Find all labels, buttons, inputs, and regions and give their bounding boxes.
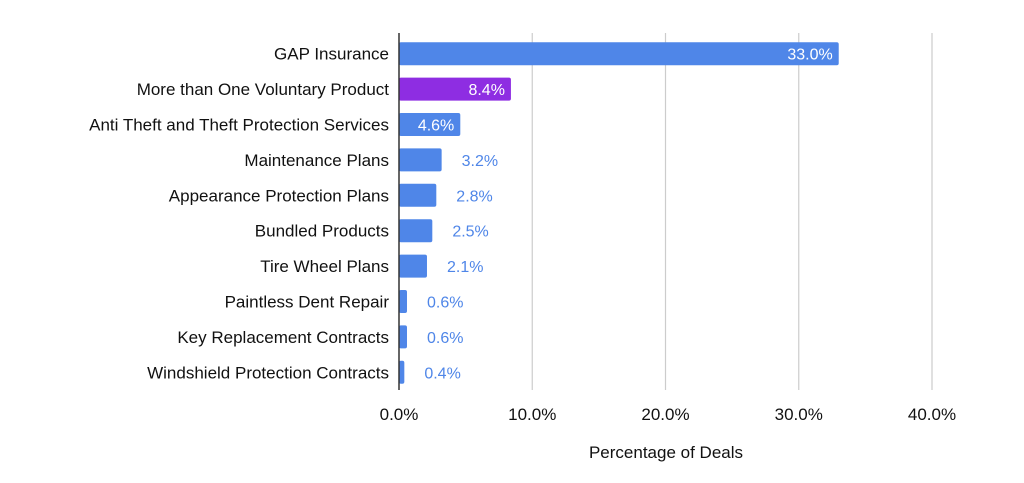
bar xyxy=(399,42,839,66)
value-label: 0.4% xyxy=(424,365,460,382)
bar xyxy=(399,113,461,136)
category-label: Anti Theft and Theft Protection Services xyxy=(89,116,389,135)
x-tick-label: 0.0% xyxy=(380,405,419,424)
bar xyxy=(399,360,405,384)
category-label: Maintenance Plans xyxy=(244,151,389,170)
category-label: Paintless Dent Repair xyxy=(225,293,390,312)
category-label: Appearance Protection Plans xyxy=(169,186,389,205)
grid-layer xyxy=(531,33,933,390)
x-tick-label: 30.0% xyxy=(775,405,823,424)
value-label: 2.8% xyxy=(456,188,492,205)
value-label: 4.6% xyxy=(418,118,454,135)
value-label: 2.5% xyxy=(452,224,488,241)
category-label: Bundled Products xyxy=(255,222,389,241)
value-label: 2.1% xyxy=(447,259,483,276)
value-label: 3.2% xyxy=(462,153,498,170)
x-axis-title: Percentage of Deals xyxy=(589,443,743,462)
bar xyxy=(399,325,407,349)
value-label: 0.6% xyxy=(427,330,463,347)
x-tick-label: 20.0% xyxy=(641,405,689,424)
bar-layer xyxy=(399,42,839,384)
value-label: 0.6% xyxy=(427,295,463,312)
category-label: Windshield Protection Contracts xyxy=(147,363,389,382)
bar xyxy=(399,77,511,101)
label-layer: 0.0% 10.0% 20.0% 30.0% 40.0% GAP Insurance 33.… xyxy=(89,45,956,424)
bar xyxy=(399,183,437,207)
value-label: 33.0% xyxy=(787,47,832,64)
bar xyxy=(399,290,407,313)
value-label: 8.4% xyxy=(468,82,504,99)
category-label: Tire Wheel Plans xyxy=(260,257,389,276)
category-label: Key Replacement Contracts xyxy=(177,328,389,347)
x-tick-label: 10.0% xyxy=(508,405,556,424)
bar xyxy=(399,254,427,278)
x-tick-label: 40.0% xyxy=(908,405,956,424)
category-label: GAP Insurance xyxy=(274,45,389,64)
category-label: More than One Voluntary Product xyxy=(137,80,390,99)
bar xyxy=(399,219,433,243)
bar xyxy=(399,148,442,172)
